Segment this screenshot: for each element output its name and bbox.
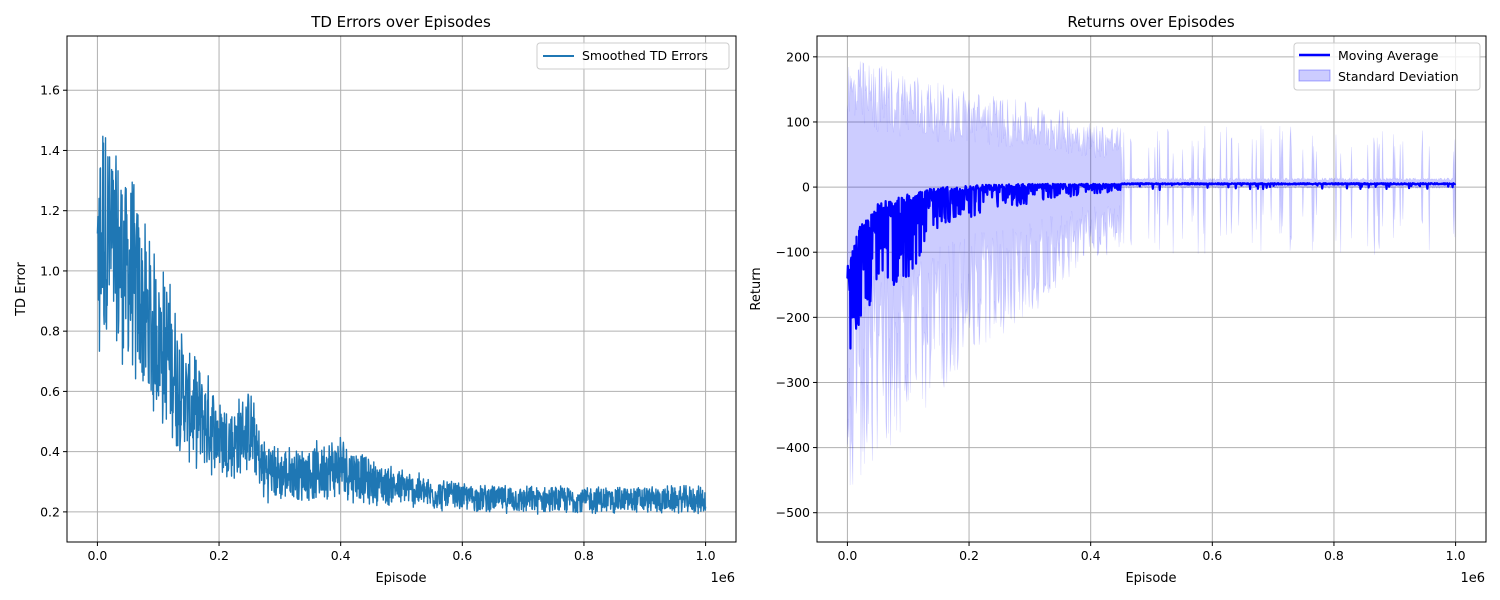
y-tick-label: −500: [776, 505, 810, 520]
y-tick-label: 0.8: [40, 324, 60, 339]
td-errors-chart: TD Errors over Episodes 0.0 0.2 0.4 0.6 0.8 1…: [14, 13, 737, 586]
td-errors-line: [96, 135, 707, 515]
returns-y-ticks: −500 −400 −300 −200 −100 0 100 200: [776, 49, 817, 520]
y-tick-label: 1.0: [40, 263, 60, 278]
x-tick-label: 0.2: [209, 548, 229, 563]
y-tick-label: 100: [786, 114, 810, 129]
y-tick-label: −100: [776, 245, 810, 260]
returns-title: Returns over Episodes: [1067, 13, 1234, 31]
returns-legend: Moving Average Standard Deviation: [1293, 42, 1481, 91]
td-errors-xlabel: Episode: [375, 571, 426, 586]
returns-plot-frame: [816, 35, 1487, 543]
x-tick-label: 0.8: [1324, 548, 1344, 563]
y-tick-label: 0: [802, 180, 810, 195]
td-errors-x-ticks: 0.0 0.2 0.4 0.6 0.8 1.0: [87, 542, 716, 563]
returns-legend-label-std: Standard Deviation: [1338, 69, 1459, 84]
x-tick-label: 1.0: [1446, 548, 1466, 563]
y-tick-label: 0.4: [40, 444, 60, 459]
x-tick-label: 0.6: [1202, 548, 1222, 563]
x-tick-label: 0.0: [837, 548, 857, 563]
returns-moving-average-line: [846, 182, 1457, 350]
x-tick-label: 0.6: [452, 548, 472, 563]
returns-xlabel: Episode: [1125, 571, 1176, 586]
y-tick-label: −200: [776, 310, 810, 325]
td-errors-ylabel: TD Error: [14, 261, 29, 316]
x-tick-label: 0.2: [959, 548, 979, 563]
x-tick-label: 0.8: [574, 548, 594, 563]
td-errors-legend: Smoothed TD Errors: [536, 42, 730, 70]
x-tick-label: 0.4: [331, 548, 351, 563]
returns-chart: Returns over Episodes 0.0 0.2 0.4 0.6 0.8 1.0…: [749, 13, 1487, 586]
returns-legend-label-mean: Moving Average: [1338, 48, 1439, 63]
td-errors-title: TD Errors over Episodes: [310, 13, 491, 31]
y-tick-label: 200: [786, 49, 810, 64]
returns-std-band: [847, 61, 1456, 486]
td-errors-plot-frame: [66, 35, 737, 543]
x-tick-label: 0.0: [87, 548, 107, 563]
y-tick-label: 0.2: [40, 504, 60, 519]
y-tick-label: −300: [776, 375, 810, 390]
td-errors-legend-box: [536, 42, 730, 70]
y-tick-label: 1.6: [40, 83, 60, 98]
td-errors-y-ticks: 0.2 0.4 0.6 0.8 1.0 1.2 1.4 1.6: [40, 83, 67, 519]
returns-data: [846, 61, 1457, 486]
returns-grid: [817, 36, 1486, 542]
td-errors-legend-label: Smoothed TD Errors: [582, 48, 708, 63]
x-tick-label: 0.4: [1081, 548, 1101, 563]
x-tick-label: 1.0: [696, 548, 716, 563]
y-tick-label: 1.2: [40, 203, 60, 218]
returns-ylabel: Return: [749, 267, 764, 310]
y-tick-label: −400: [776, 440, 810, 455]
y-tick-label: 1.4: [40, 143, 60, 158]
returns-x-ticks: 0.0 0.2 0.4 0.6 0.8 1.0: [837, 542, 1466, 563]
returns-legend-box: [1293, 42, 1481, 91]
returns-x-scale: 1e6: [1460, 571, 1485, 586]
td-errors-x-scale: 1e6: [710, 571, 735, 586]
td-errors-data: [96, 135, 707, 515]
returns-legend-swatch-std: [1298, 69, 1331, 82]
y-tick-label: 0.6: [40, 384, 60, 399]
